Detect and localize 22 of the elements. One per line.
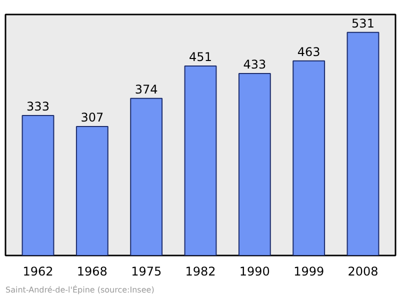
x-tick-label: 1968	[76, 264, 108, 278]
data-label: 451	[189, 50, 212, 64]
x-tick-label: 1999	[294, 264, 324, 278]
bar	[238, 73, 271, 256]
data-label: 531	[352, 16, 374, 30]
bar	[130, 98, 163, 256]
x-tick-label: 1990	[239, 264, 270, 278]
bar	[76, 126, 108, 256]
x-tick-label: 1982	[185, 264, 216, 278]
data-label: 374	[134, 82, 158, 96]
bar	[346, 32, 380, 256]
text: Saint-André-de-l'Épine (source:Insee)	[6, 284, 154, 294]
x-tick-label: 1962	[22, 264, 54, 278]
bar	[22, 115, 54, 256]
data-label: 333	[26, 100, 50, 114]
x-tick-label: 1975	[131, 264, 162, 278]
x-tick-label: 2008	[348, 264, 378, 278]
bar	[184, 65, 217, 256]
data-label: 433	[243, 58, 266, 72]
data-label: 307	[80, 110, 104, 124]
data-label: 463	[297, 44, 320, 59]
bar	[292, 60, 326, 256]
